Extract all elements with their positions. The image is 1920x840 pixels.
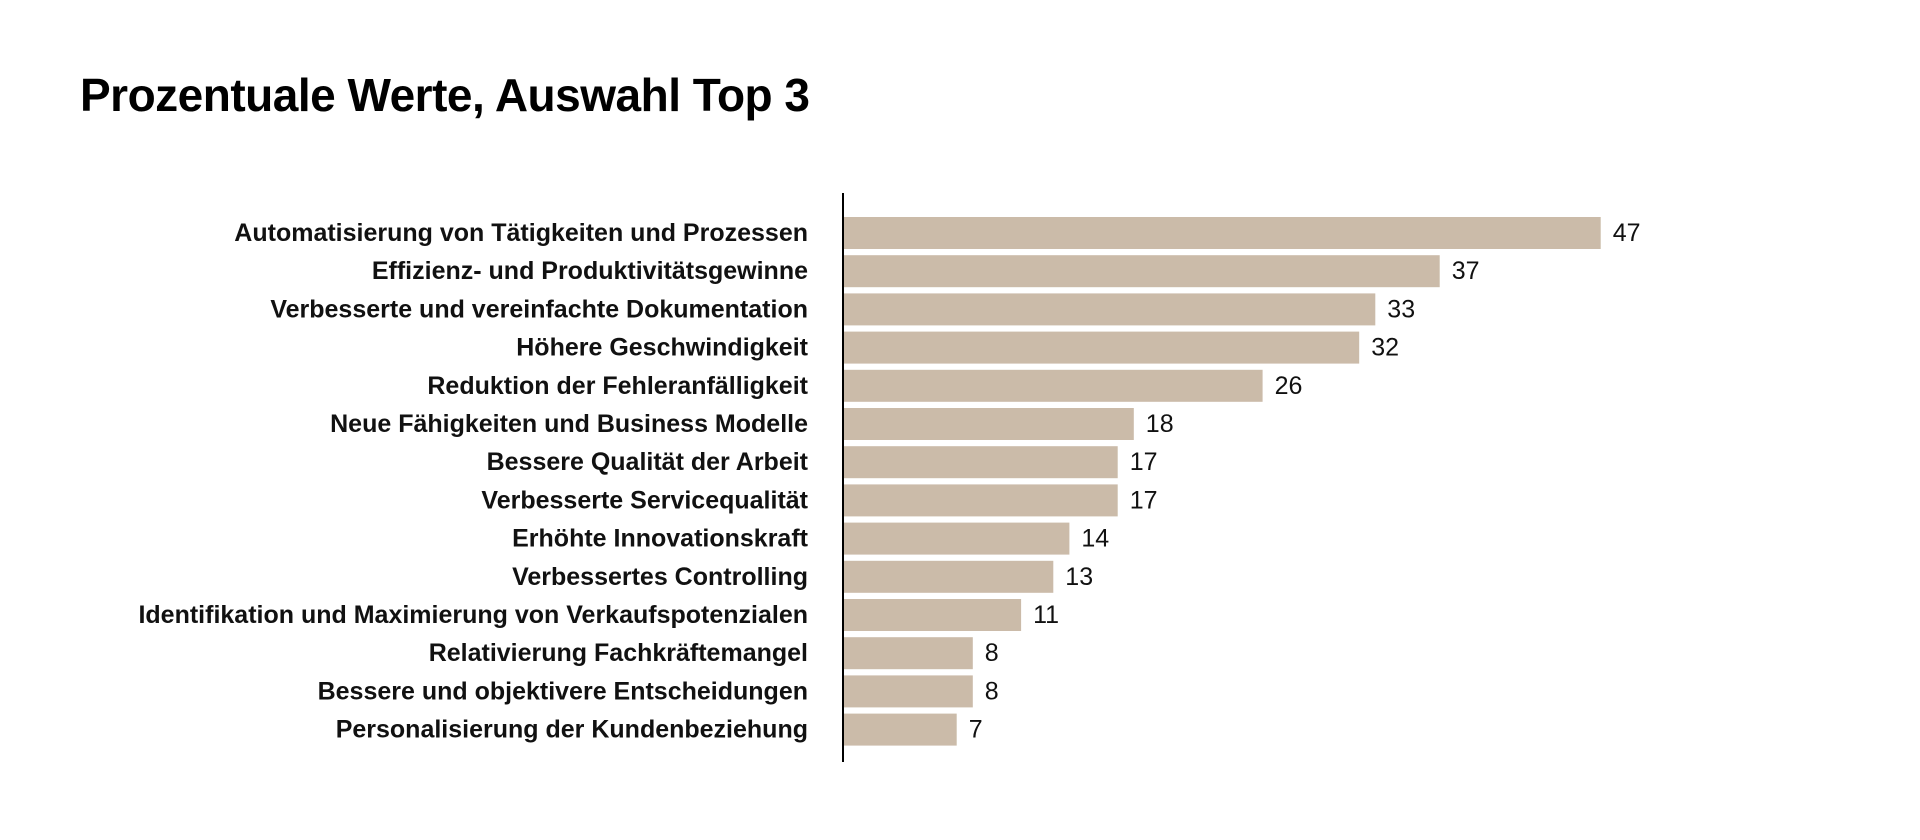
value-label: 8 [985,677,999,705]
value-label: 11 [1033,601,1059,629]
value-label: 47 [1613,219,1641,247]
chart-title: Prozentuale Werte, Auswahl Top 3 [80,69,810,121]
bar [844,446,1118,479]
value-label: 17 [1130,486,1158,514]
bar [844,675,973,708]
value-label: 33 [1387,295,1415,323]
category-label: Reduktion der Fehleranfälligkeit [427,372,808,400]
bar [844,484,1118,517]
value-label: 14 [1081,525,1109,553]
bar [844,713,957,746]
bar [844,331,1360,364]
category-label: Identifikation und Maximierung von Verka… [138,601,808,629]
category-label: Bessere Qualität der Arbeit [487,448,809,476]
category-label: Verbessertes Controlling [512,563,808,591]
category-label: Automatisierung von Tätigkeiten und Proz… [234,219,808,247]
value-label: 8 [985,639,999,667]
bar [844,560,1054,593]
category-label: Bessere und objektivere Entscheidungen [318,677,808,705]
value-label: 26 [1275,372,1303,400]
bar [844,293,1376,326]
bar [844,408,1134,440]
category-label: Verbesserte Servicequalität [481,486,808,514]
value-label: 18 [1146,410,1174,438]
value-label: 37 [1452,257,1480,285]
category-label: Personalisierung der Kundenbeziehung [336,716,808,744]
bar [844,217,1601,249]
bar [844,369,1263,402]
category-label: Effizienz- und Produktivitätsgewinne [372,257,808,285]
category-label: Erhöhte Innovationskraft [512,525,809,553]
bar [844,522,1070,555]
bar [844,637,973,670]
category-label: Relativierung Fachkräftemangel [429,639,808,667]
value-label: 7 [969,716,983,744]
value-label: 32 [1371,334,1399,362]
value-label: 17 [1130,448,1158,476]
value-label: 13 [1065,563,1093,591]
bar [844,255,1440,288]
category-label: Höhere Geschwindigkeit [516,334,808,362]
bar [844,599,1022,631]
category-label: Verbesserte und vereinfachte Dokumentati… [270,295,808,323]
category-label: Neue Fähigkeiten und Business Modelle [330,410,808,438]
